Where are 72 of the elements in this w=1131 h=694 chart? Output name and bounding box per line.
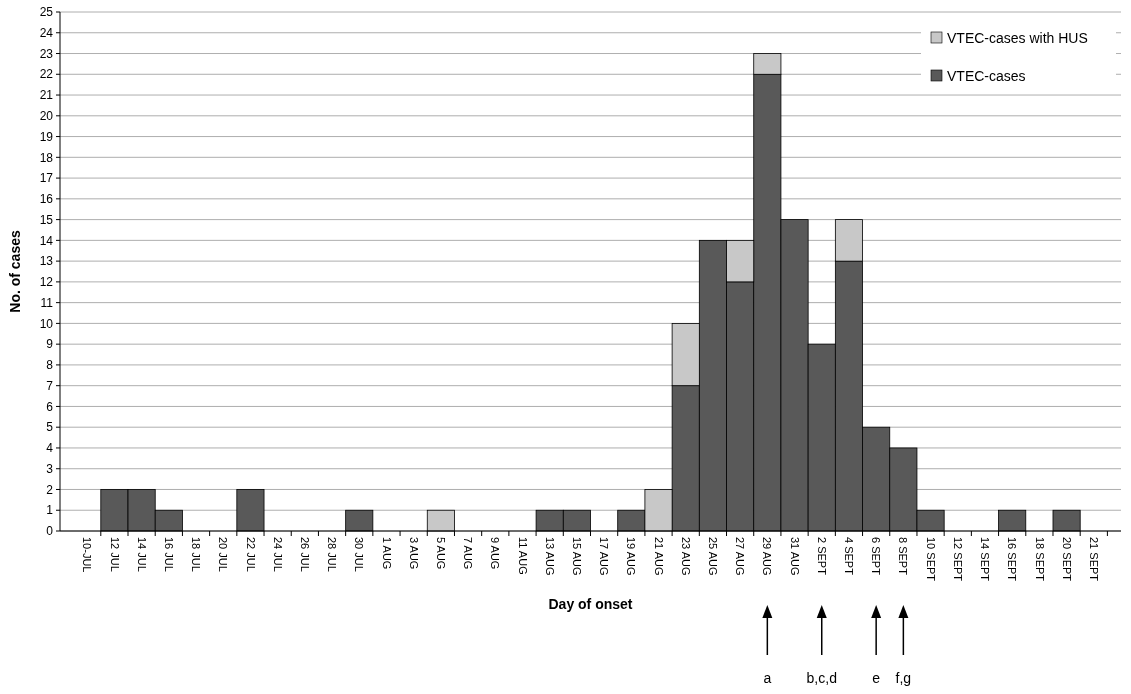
y-tick-label: 24	[39, 25, 54, 40]
y-tick-label: 3	[46, 461, 54, 476]
text: e	[872, 670, 881, 686]
x-tick-label: 7 AUG	[462, 537, 475, 570]
y-tick-label: 5	[46, 420, 54, 435]
text: f,g	[895, 670, 912, 686]
x-tick-label: 18 JUL	[190, 537, 203, 572]
x-tick-label: 29 AUG	[761, 537, 774, 576]
x-tick-label: 21 SEPT	[1087, 537, 1100, 582]
x-tick-label: 10 SEPT	[924, 537, 937, 582]
x-tick-label: 16 SEPT	[1006, 537, 1019, 582]
x-tick-label: 10-JUL	[81, 537, 94, 573]
x-tick-label: 28 JUL	[326, 537, 339, 572]
x-axis-title: Day of onset	[548, 596, 633, 612]
y-tick-label: 0	[46, 524, 54, 539]
x-tick-label: 2 SEPT	[815, 537, 828, 576]
y-tick-label: 15	[39, 212, 54, 227]
y-tick-label: 2	[46, 482, 54, 497]
y-tick-label: 6	[46, 399, 54, 414]
y-tick-label: 17	[39, 171, 54, 186]
y-tick-label: 14	[39, 233, 54, 248]
x-tick-label: 16 JUL	[162, 537, 175, 572]
legend-label: VTEC-cases	[947, 67, 1026, 84]
x-tick-label: 12 SEPT	[951, 537, 964, 582]
x-tick-label: 4 SEPT	[843, 537, 856, 576]
y-tick-label: 16	[39, 192, 54, 207]
x-tick-label: 5 AUG	[435, 537, 448, 570]
y-tick-label: 11	[40, 295, 54, 310]
y-tick-label: 19	[39, 129, 54, 144]
y-tick-label: 7	[46, 378, 54, 393]
x-tick-label: 27 AUG	[734, 537, 747, 576]
y-tick-label: 12	[39, 275, 54, 290]
x-tick-label: 20 SEPT	[1060, 537, 1073, 582]
x-tick-label: 17 AUG	[598, 537, 611, 576]
x-tick-label: 23 AUG	[679, 537, 692, 576]
x-tick-label: 24 JUL	[271, 537, 284, 572]
x-tick-label: 11 AUG	[516, 537, 529, 575]
text: b,c,d	[806, 670, 837, 686]
y-tick-label: 22	[39, 67, 54, 82]
x-tick-label: 14 JUL	[135, 537, 148, 572]
x-tick-label: 13 AUG	[543, 537, 556, 576]
y-tick-label: 13	[39, 254, 54, 269]
x-tick-label: 9 AUG	[489, 537, 502, 570]
y-tick-label: 9	[46, 337, 54, 352]
y-tick-label: 4	[46, 441, 54, 456]
y-tick-label: 10	[39, 316, 54, 331]
y-tick-label: 21	[39, 88, 54, 103]
x-tick-label: 14 SEPT	[979, 537, 992, 582]
x-tick-label: 22 JUL	[244, 537, 257, 572]
x-tick-label: 6 SEPT	[870, 537, 883, 576]
x-tick-label: 30 JUL	[353, 537, 366, 572]
x-tick-label: 1 AUG	[380, 537, 393, 570]
y-tick-label: 18	[39, 150, 54, 165]
x-tick-label: 20 JUL	[217, 537, 230, 572]
x-tick-label: 26 JUL	[299, 537, 311, 572]
y-tick-label: 23	[39, 46, 54, 61]
y-tick-label: 1	[46, 503, 54, 518]
x-tick-label: 15 AUG	[571, 537, 584, 576]
x-tick-label: 21 AUG	[652, 537, 665, 576]
x-tick-label: 18 SEPT	[1033, 537, 1046, 582]
y-tick-label: 8	[46, 358, 54, 373]
text: a	[763, 670, 772, 686]
x-tick-label: 12 JUL	[108, 537, 121, 572]
legend-label: VTEC-cases with HUS	[947, 29, 1088, 46]
y-tick-label: 20	[39, 109, 54, 123]
x-tick-label: 25 AUG	[707, 537, 720, 576]
y-axis-title: No. of cases	[7, 230, 23, 313]
y-tick-label: 25	[39, 5, 54, 20]
x-tick-label: 3 AUG	[407, 537, 420, 570]
x-tick-label: 19 AUG	[625, 537, 638, 576]
x-tick-label: 31 AUG	[788, 537, 801, 576]
x-tick-label: 8 SEPT	[897, 537, 910, 576]
